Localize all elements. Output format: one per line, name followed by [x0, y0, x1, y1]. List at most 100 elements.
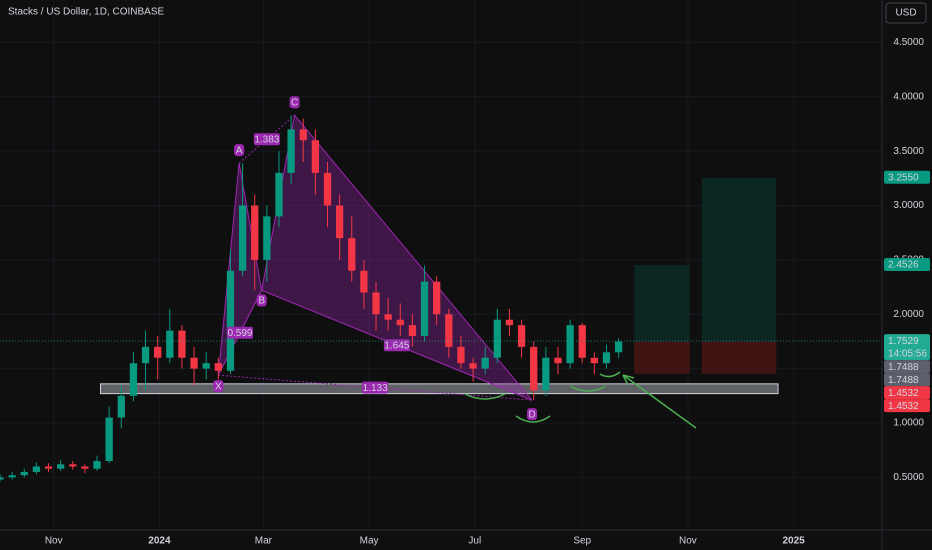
plot: 0.599 1.383 1.645 1.133 X A B C D	[0, 96, 882, 482]
point-label: D	[528, 409, 535, 420]
ratio-box	[383, 339, 410, 352]
candle-body	[263, 216, 271, 260]
point-label: X	[215, 381, 222, 392]
ratio-box	[362, 381, 389, 394]
candle-body	[505, 319, 514, 326]
x-tick-label: 2024	[148, 536, 171, 547]
candle-body	[69, 464, 77, 467]
stop-zone	[634, 341, 690, 374]
price-badge	[884, 373, 930, 387]
candle-body	[396, 319, 404, 326]
candle-body	[44, 466, 53, 469]
price-badge-label: 1.7488	[888, 362, 919, 373]
candle-body	[0, 477, 4, 480]
x-tick-label: Jul	[468, 536, 481, 547]
target-zone	[701, 177, 777, 342]
candle-body	[542, 357, 550, 391]
candle-body	[214, 363, 222, 371]
candle-body	[93, 461, 101, 469]
candle-body	[433, 281, 441, 315]
point-label: B	[258, 295, 265, 306]
candle-body	[517, 325, 526, 347]
x-tick-label: 2025	[783, 536, 806, 547]
candle-body	[57, 464, 65, 469]
support-zone	[100, 383, 779, 395]
candle-body	[275, 172, 283, 217]
x-tick-label: Nov	[679, 536, 697, 547]
price-badge-label: 2.4526	[888, 260, 919, 271]
price-badge-label: 3.2550	[888, 172, 919, 183]
candle-body	[129, 363, 138, 396]
candle-body	[20, 471, 28, 476]
point-label: C	[291, 97, 298, 108]
candle-body	[530, 346, 538, 391]
candle-body	[166, 330, 174, 358]
y-tick-label: 4.5000	[893, 37, 924, 48]
candle-body	[238, 205, 247, 271]
curve	[464, 393, 506, 400]
x-tick-label: Sep	[573, 536, 591, 547]
arrow	[622, 374, 697, 429]
price-badge	[884, 386, 930, 400]
candle-body	[32, 466, 41, 472]
price-badge	[884, 399, 930, 413]
ratio-label: 0.599	[227, 328, 252, 339]
candle-body	[420, 281, 429, 337]
currency-button[interactable]	[885, 2, 927, 24]
candle-body	[190, 357, 198, 369]
candle-body	[287, 129, 295, 173]
x-tick-label: Mar	[255, 536, 273, 547]
candle-body	[348, 238, 356, 271]
x-tick-label: Nov	[45, 536, 63, 547]
candle-body	[457, 346, 465, 364]
y-tick-label: 2.0000	[893, 309, 924, 320]
candle-body	[614, 341, 623, 353]
candle-body	[105, 417, 113, 462]
candle-body	[493, 319, 501, 358]
price-badge-label: 1.4532	[888, 401, 919, 412]
stop-zone	[701, 341, 777, 374]
candle-body	[590, 357, 598, 364]
y-tick-label: 4.0000	[893, 91, 924, 102]
candle-body	[335, 205, 344, 239]
candle-body	[566, 325, 574, 364]
candle-body	[202, 363, 210, 369]
point-box	[526, 408, 537, 421]
price-badge	[884, 360, 930, 374]
candle-body	[360, 270, 368, 293]
chart-title: Stacks / US Dollar, 1D, COINBASE	[8, 7, 164, 18]
candle-body	[481, 357, 489, 369]
point-box	[213, 380, 224, 393]
price-badge-label: 1.4532	[888, 388, 919, 399]
candle-body	[117, 395, 125, 418]
candle-body	[554, 357, 562, 364]
candle-body	[602, 352, 611, 364]
x-tick-label: May	[360, 536, 379, 547]
price-badge	[884, 334, 930, 361]
candle-body	[299, 129, 307, 141]
candle-body	[469, 363, 477, 369]
candle-body	[81, 466, 89, 469]
candle-body	[154, 346, 162, 358]
ratio-box	[253, 133, 280, 146]
price-badge	[884, 258, 930, 272]
price-badge-label: 1.7488	[888, 375, 919, 386]
candle-body	[8, 475, 16, 478]
currency-label[interactable]: USD	[895, 8, 916, 19]
grid	[0, 0, 882, 530]
point-box	[256, 294, 267, 307]
curve	[569, 385, 607, 392]
price-badge-label: 1.7529	[888, 336, 919, 347]
curve	[515, 415, 551, 423]
ratio-box	[226, 326, 253, 339]
y-tick-label: 3.0000	[893, 200, 924, 211]
candle-body	[178, 330, 186, 358]
ratio-label: 1.383	[254, 134, 279, 145]
y-tick-label: 0.5000	[893, 472, 924, 483]
point-box	[234, 144, 245, 157]
candle-body	[323, 172, 332, 206]
candle-body	[408, 325, 417, 337]
point-label: A	[236, 145, 243, 156]
